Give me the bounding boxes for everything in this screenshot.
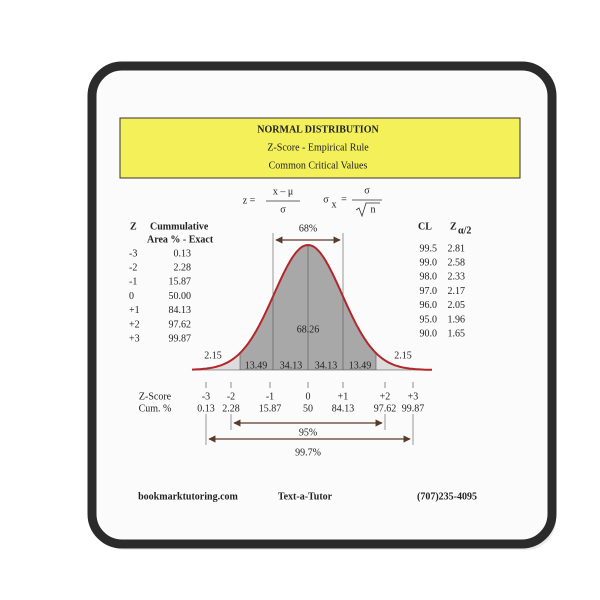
header-subtitle: Z-Score - Empirical Rule xyxy=(267,142,369,153)
center-label: 68.26 xyxy=(297,324,320,335)
formula-lhs: z = xyxy=(243,195,256,206)
cum-label: 2.28 xyxy=(222,403,240,414)
header-subtitle: Common Critical Values xyxy=(269,160,368,171)
z-score-label: +3 xyxy=(408,391,419,402)
region-label: 34.13 xyxy=(280,360,303,371)
footer-website: bookmarktutoring.com xyxy=(138,491,238,502)
cl-value: 98.0 xyxy=(420,272,438,283)
cum-label: 0.13 xyxy=(197,403,215,414)
range-label: 95% xyxy=(299,427,317,438)
column-header: Area % - Exact xyxy=(147,234,214,245)
z-score-label: -1 xyxy=(266,391,274,402)
formula-numerator: σ xyxy=(364,185,370,196)
axis-label: Z-Score xyxy=(139,391,172,402)
z-value: +3 xyxy=(129,333,140,344)
cum-label: 97.62 xyxy=(374,403,397,414)
area-value: 99.87 xyxy=(169,333,192,344)
area-value: 97.62 xyxy=(169,319,192,330)
cum-label: 15.87 xyxy=(259,403,282,414)
region-label: 13.49 xyxy=(245,360,268,371)
cum-label: 50 xyxy=(303,403,313,414)
critical-z: 1.96 xyxy=(448,314,466,325)
cl-value: 97.0 xyxy=(420,286,438,297)
z-value: -1 xyxy=(129,277,137,288)
region-label: 34.13 xyxy=(315,360,338,371)
formula-lhs: σ xyxy=(323,194,329,205)
radical-sign xyxy=(355,202,380,218)
region-label: 13.49 xyxy=(349,360,372,371)
region-label: 2.15 xyxy=(394,350,412,361)
area-value: 0.13 xyxy=(174,248,192,259)
label-bg xyxy=(292,221,324,235)
critical-z: 2.17 xyxy=(448,286,466,297)
axis-label: Cum. % xyxy=(139,403,172,414)
formula-subscript: x xyxy=(332,199,337,210)
formula-denominator: n xyxy=(371,204,376,215)
critical-z: 2.81 xyxy=(448,243,466,254)
column-header: Z xyxy=(130,221,137,232)
content: NORMAL DISTRIBUTION Z-Score - Empirical R… xyxy=(129,124,477,502)
critical-z: 2.05 xyxy=(448,300,466,311)
z-value: -2 xyxy=(129,262,137,273)
z-score-label: +2 xyxy=(380,391,391,402)
cl-value: 95.0 xyxy=(420,314,438,325)
footer-tagline: Text-a-Tutor xyxy=(278,491,333,502)
column-subscript: α/2 xyxy=(458,225,471,236)
column-header: Z xyxy=(450,221,457,232)
z-score-label: +1 xyxy=(338,391,349,402)
footer-phone: (707)235-4095 xyxy=(417,491,477,502)
cl-value: 99.5 xyxy=(420,243,438,254)
cum-label: 84.13 xyxy=(332,403,355,414)
z-score-label: -3 xyxy=(202,391,210,402)
normal-curve xyxy=(192,243,432,371)
cl-value: 90.0 xyxy=(420,328,438,339)
column-header: CL xyxy=(418,221,432,232)
range-label: 68% xyxy=(299,223,317,234)
z-value: 0 xyxy=(129,291,134,302)
header-box xyxy=(119,117,521,179)
header-title: NORMAL DISTRIBUTION xyxy=(257,124,379,135)
region-label: 2.15 xyxy=(204,350,222,361)
cl-value: 96.0 xyxy=(420,300,438,311)
critical-z: 2.33 xyxy=(448,272,466,283)
z-score-label: -2 xyxy=(227,391,235,402)
column-header: Cummulative xyxy=(150,221,209,232)
z-value: -3 xyxy=(129,248,137,259)
z-score-label: 0 xyxy=(306,391,311,402)
area-value: 84.13 xyxy=(169,305,192,316)
critical-z: 2.58 xyxy=(448,257,466,268)
area-value: 15.87 xyxy=(169,277,192,288)
formula-equals: = xyxy=(341,194,347,205)
z-value: +1 xyxy=(129,305,140,316)
area-value: 50.00 xyxy=(169,291,192,302)
z-value: +2 xyxy=(129,319,140,330)
critical-z: 1.65 xyxy=(448,328,466,339)
area-value: 2.28 xyxy=(174,262,192,273)
cl-value: 99.0 xyxy=(420,257,438,268)
cum-label: 99.87 xyxy=(402,403,425,414)
formula-numerator: x – μ xyxy=(273,186,293,197)
formula-denominator: σ xyxy=(280,204,286,215)
range-label: 99.7% xyxy=(295,447,321,458)
